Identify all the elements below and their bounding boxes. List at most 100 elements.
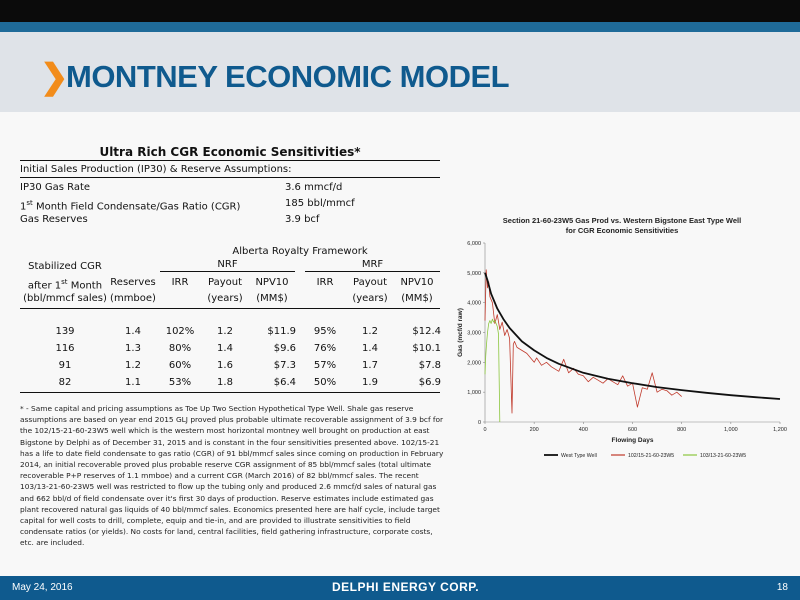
page-number: 18	[776, 582, 788, 593]
table-cell-mrf-payout: 1.4	[362, 343, 378, 354]
table-cell-nrf-payout: 1.2	[217, 326, 233, 337]
table-cell-mrf-npv: $10.1	[412, 343, 441, 354]
series-line-0	[484, 272, 781, 400]
table-cell-cgr: 82	[58, 377, 72, 388]
col-header-npv: (MM$)	[401, 293, 433, 304]
y-tick-label: 5,000	[467, 271, 481, 277]
table-cell-nrf-irr: 80%	[168, 343, 192, 354]
x-tick-label: 400	[579, 427, 588, 433]
col-header-cgr: (bbl/mmcf sales)	[23, 293, 107, 304]
y-tick-label: 2,000	[467, 360, 481, 366]
table-cell-mrf-irr: 57%	[313, 360, 337, 371]
table-cell-cgr: 116	[55, 343, 75, 354]
assumptions-heading: Initial Sales Production (IP30) & Reserv…	[20, 164, 292, 175]
table-cell-reserves: 1.4	[125, 326, 141, 337]
y-tick-label: 1,000	[467, 390, 481, 396]
chevron-icon: ❯	[40, 58, 69, 96]
chart-title: for CGR Economic Sensitivities	[566, 226, 679, 235]
assumption-value: 185 bbl/mmcf	[285, 198, 355, 209]
col-header-irr: IRR	[316, 277, 334, 288]
table-cell-mrf-npv: $7.8	[418, 360, 441, 371]
col-header-reserves: (mmboe)	[110, 293, 156, 304]
table-cell-nrf-npv: $7.3	[273, 360, 296, 371]
assumption-value: 3.6 mmcf/d	[285, 182, 343, 193]
group-mrf: MRF	[361, 259, 384, 270]
content-area	[0, 112, 800, 576]
legend-entry: 103/13-21-60-23W5	[700, 453, 746, 459]
table-cell-mrf-payout: 1.2	[362, 326, 378, 337]
y-tick-label: 6,000	[467, 241, 481, 247]
table-cell-mrf-irr: 50%	[313, 377, 337, 388]
group-nrf: NRF	[217, 259, 238, 270]
table-rule-bottom	[20, 392, 440, 393]
assumption-label: Gas Reserves	[20, 214, 88, 225]
assumptions-rule	[20, 177, 440, 178]
top-stripe	[0, 22, 800, 32]
footer-date: May 24, 2016	[12, 582, 73, 593]
x-tick-label: 800	[677, 427, 686, 433]
header-rule	[20, 308, 440, 309]
x-tick-label: 200	[530, 427, 539, 433]
table-cell-cgr: 91	[58, 360, 72, 371]
table-cell-nrf-payout: 1.8	[217, 377, 233, 388]
y-axis-label: Gas (mcf/d raw)	[457, 308, 464, 357]
table-rule-top	[20, 160, 440, 161]
table-cell-reserves: 1.3	[125, 343, 141, 354]
table-cell-mrf-npv: $6.9	[418, 377, 441, 388]
col-header-reserves: Reserves	[110, 277, 156, 288]
y-tick-label: 3,000	[467, 331, 481, 337]
table-cell-reserves: 1.1	[125, 377, 141, 388]
royalty-framework-label: Alberta Royalty Framework	[232, 246, 368, 257]
y-tick-label: 0	[478, 420, 481, 426]
table-cell-cgr: 139	[55, 326, 75, 337]
x-tick-label: 0	[483, 427, 486, 433]
table-cell-nrf-npv: $9.6	[273, 343, 296, 354]
table-cell-nrf-irr: 53%	[168, 377, 192, 388]
x-axis-label: Flowing Days	[612, 437, 654, 444]
mrf-rule	[305, 271, 440, 272]
table-title: Ultra Rich CGR Economic Sensitivities*	[99, 145, 361, 159]
top-bar	[0, 0, 800, 22]
table-cell-mrf-irr: 95%	[313, 326, 337, 337]
legend-entry: 102/15-21-60-23W5	[628, 453, 674, 459]
table-cell-nrf-irr: 102%	[165, 326, 195, 337]
x-tick-label: 1,000	[724, 427, 738, 433]
col-header-cgr: after 1st Month	[27, 278, 103, 292]
table-cell-mrf-npv: $12.4	[412, 326, 441, 337]
title-band	[0, 32, 800, 112]
col-header-npv: (MM$)	[256, 293, 288, 304]
table-cell-mrf-irr: 76%	[313, 343, 337, 354]
assumption-label: 1st Month Field Condensate/Gas Ratio (CG…	[20, 199, 241, 213]
table-cell-nrf-npv: $6.4	[273, 377, 296, 388]
table-cell-mrf-payout: 1.7	[362, 360, 378, 371]
x-tick-label: 1,200	[773, 427, 787, 433]
gas-production-chart: Section 21-60-23W5 Gas Prod vs. Western …	[450, 210, 795, 480]
page-title: MONTNEY ECONOMIC MODEL	[66, 59, 510, 94]
table-cell-reserves: 1.2	[125, 360, 141, 371]
footnote: * - Same capital and pricing assumptions…	[20, 404, 444, 548]
table-cell-nrf-payout: 1.6	[217, 360, 233, 371]
table-cell-nrf-payout: 1.4	[217, 343, 233, 354]
col-header-payout: Payout	[207, 277, 242, 288]
x-tick-label: 600	[628, 427, 637, 433]
col-header-npv: NPV10	[400, 277, 434, 288]
series-line-2	[484, 318, 501, 423]
table-cell-nrf-npv: $11.9	[267, 326, 296, 337]
col-header-cgr: Stabilized CGR	[28, 261, 102, 272]
col-header-payout: Payout	[352, 277, 387, 288]
chart-title: Section 21-60-23W5 Gas Prod vs. Western …	[503, 216, 741, 225]
col-header-irr: IRR	[171, 277, 189, 288]
col-header-npv: NPV10	[255, 277, 289, 288]
table-cell-nrf-irr: 60%	[168, 360, 192, 371]
y-tick-label: 4,000	[467, 301, 481, 307]
assumption-value: 3.9 bcf	[285, 214, 320, 225]
legend-entry: West Type Well	[561, 453, 597, 459]
col-header-payout: (years)	[207, 293, 243, 304]
footer-bar	[0, 576, 800, 600]
series-line-1	[484, 269, 682, 414]
col-header-payout: (years)	[352, 293, 388, 304]
nrf-rule	[160, 271, 295, 272]
footer-brand-logo: DELPHI ENERGY CORP.	[332, 580, 480, 594]
chart-svg: Section 21-60-23W5 Gas Prod vs. Western …	[457, 216, 787, 459]
assumption-label: IP30 Gas Rate	[20, 182, 91, 193]
